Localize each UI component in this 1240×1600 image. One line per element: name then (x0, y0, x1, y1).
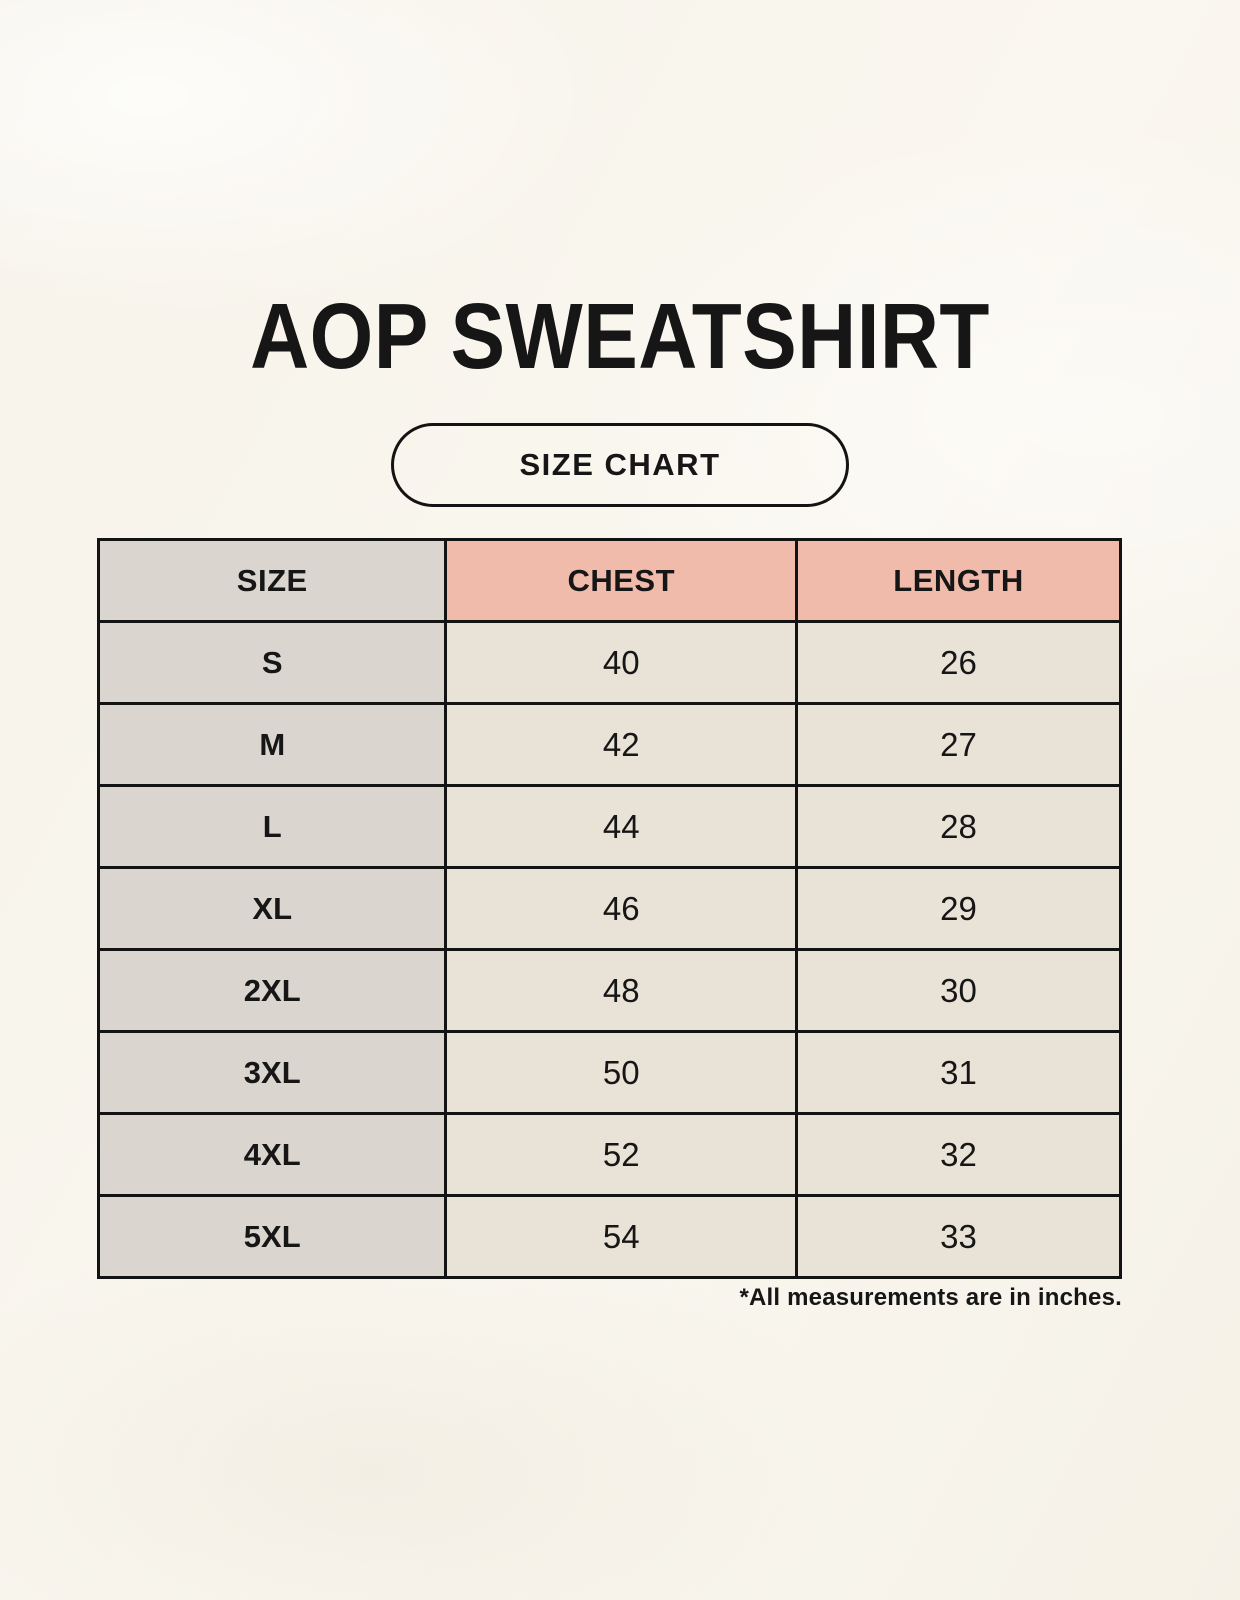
table-row: 2XL 48 30 (96, 948, 1122, 1033)
measurement-value-cell: 50 (444, 1030, 798, 1115)
size-label-cell: M (96, 702, 448, 787)
size-label-cell: 2XL (96, 948, 448, 1033)
size-label-cell: L (96, 784, 448, 869)
column-header-length: LENGTH (795, 538, 1122, 623)
table-row: 4XL 52 32 (96, 1112, 1122, 1197)
measurement-value-cell: 30 (795, 948, 1122, 1033)
table-header-row: SIZE CHEST LENGTH (96, 538, 1122, 623)
measurement-value-cell: 33 (795, 1194, 1122, 1279)
size-label-cell: 4XL (96, 1112, 448, 1197)
measurement-value-cell: 29 (795, 866, 1122, 951)
table-row: 5XL 54 33 (96, 1194, 1122, 1279)
table-row: L 44 28 (96, 784, 1122, 869)
measurement-value-cell: 46 (444, 866, 798, 951)
table-row: 3XL 50 31 (96, 1030, 1122, 1115)
measurement-value-cell: 27 (795, 702, 1122, 787)
table-row: S 40 26 (96, 620, 1122, 705)
measurement-value-cell: 44 (444, 784, 798, 869)
size-chart-table: SIZE CHEST LENGTH S 40 26 M 42 27 L 44 28 XL 46 29 2… (96, 538, 1122, 1279)
measurement-value-cell: 26 (795, 620, 1122, 705)
measurement-value-cell: 42 (444, 702, 798, 787)
measurement-value-cell: 40 (444, 620, 798, 705)
size-label-cell: 3XL (96, 1030, 448, 1115)
measurement-value-cell: 32 (795, 1112, 1122, 1197)
column-header-chest: CHEST (444, 538, 798, 623)
size-chart-badge-label: SIZE CHART (519, 447, 721, 482)
measurement-value-cell: 31 (795, 1030, 1122, 1115)
size-label-cell: S (96, 620, 448, 705)
measurement-value-cell: 52 (444, 1112, 798, 1197)
size-chart-page: AOP SWEATSHIRT SIZE CHART SIZE CHEST LEN… (96, 284, 1122, 1311)
size-chart-badge: SIZE CHART (391, 423, 849, 507)
size-label-cell: XL (96, 866, 448, 951)
measurement-value-cell: 54 (444, 1194, 798, 1279)
measurement-value-cell: 28 (795, 784, 1122, 869)
product-title: AOP SWEATSHIRT (250, 284, 990, 388)
measurement-note: *All measurements are in inches. (739, 1284, 1122, 1311)
table-row: XL 46 29 (96, 866, 1122, 951)
size-label-cell: 5XL (96, 1194, 448, 1279)
size-table-container: SIZE CHEST LENGTH S 40 26 M 42 27 L 44 28 XL 46 29 2… (96, 538, 1122, 1279)
measurement-value-cell: 48 (444, 948, 798, 1033)
column-header-size: SIZE (96, 538, 448, 623)
table-row: M 42 27 (96, 702, 1122, 787)
